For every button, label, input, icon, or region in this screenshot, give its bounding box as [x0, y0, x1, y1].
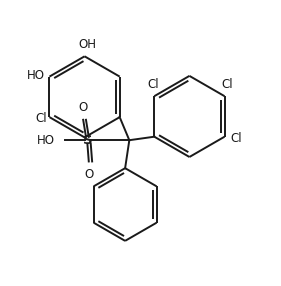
Text: O: O	[79, 101, 88, 114]
Text: S: S	[83, 134, 92, 147]
Text: HO: HO	[27, 69, 45, 82]
Text: Cl: Cl	[221, 78, 233, 91]
Text: O: O	[84, 168, 93, 180]
Text: HO: HO	[37, 134, 55, 147]
Text: OH: OH	[78, 38, 96, 51]
Text: Cl: Cl	[35, 112, 47, 125]
Text: Cl: Cl	[147, 78, 159, 91]
Text: Cl: Cl	[230, 132, 242, 145]
